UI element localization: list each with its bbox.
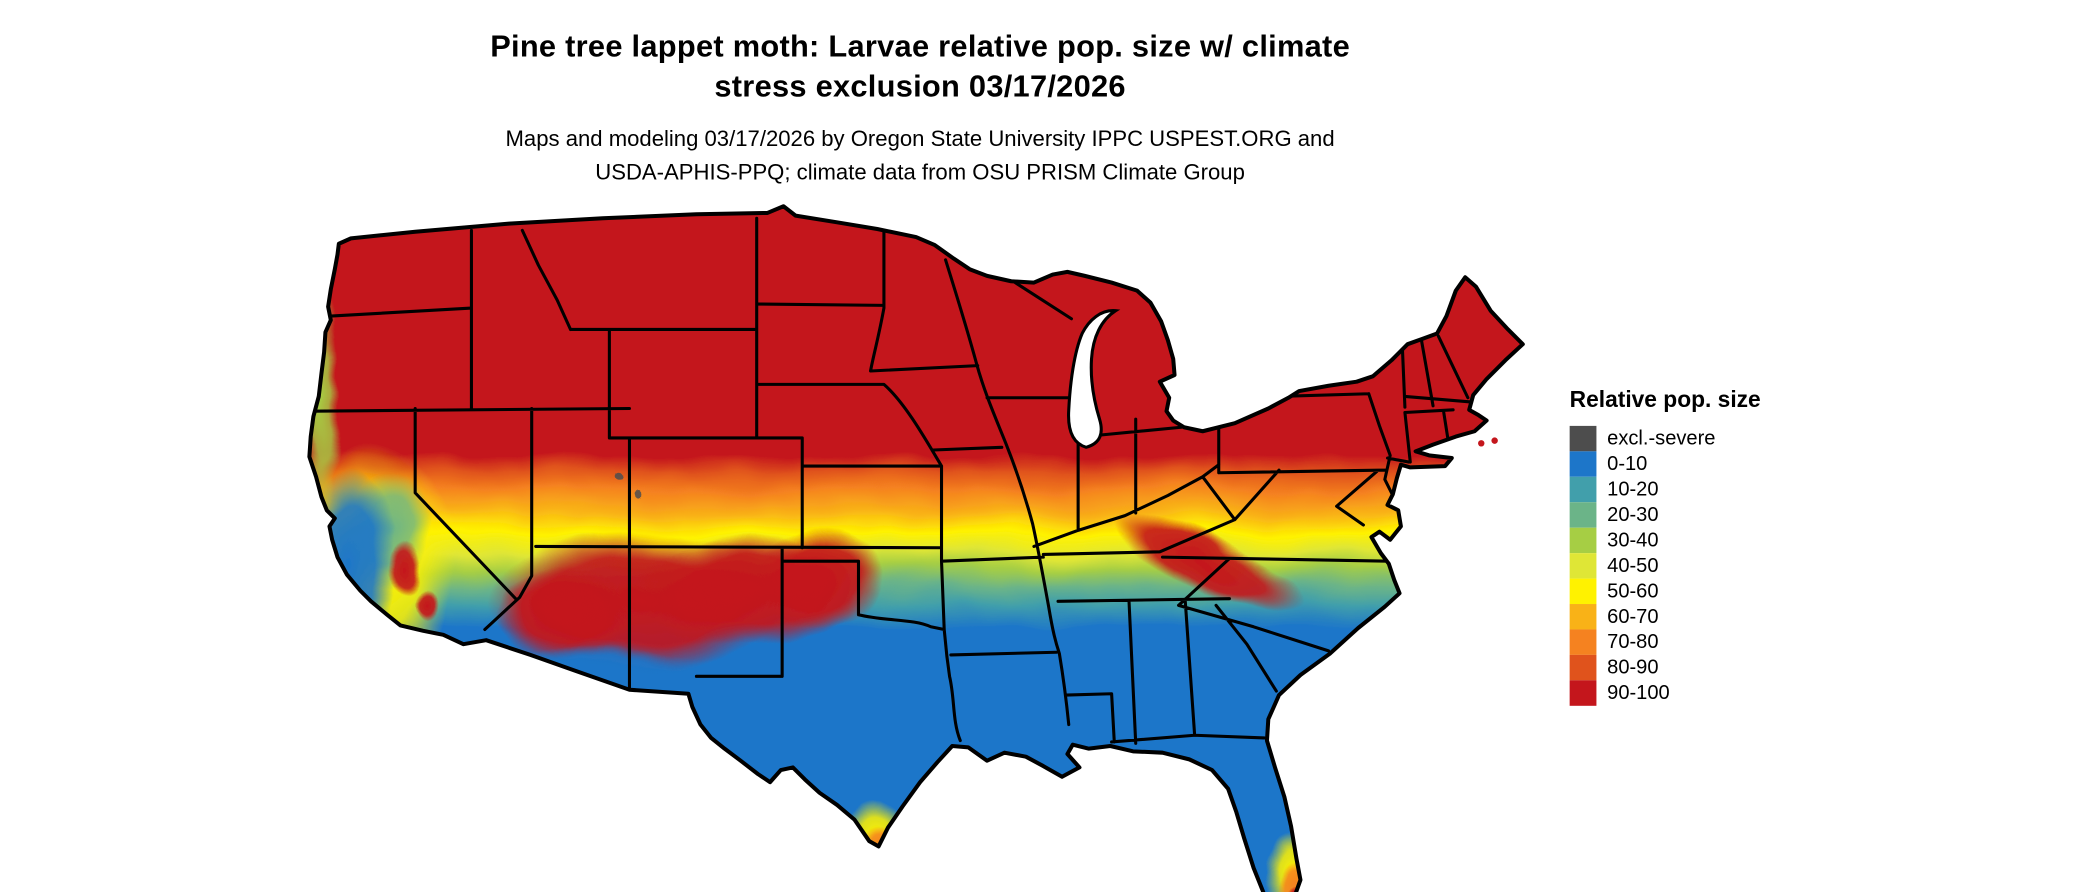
legend-swatch-80-90 bbox=[1569, 654, 1597, 681]
legend-swatch-30-40 bbox=[1569, 527, 1597, 554]
legend-label: 10-20 bbox=[1607, 478, 1659, 501]
page-subtitle-line2: USDA-APHIS-PPQ; climate data from OSU PR… bbox=[595, 160, 1245, 185]
legend-label: 90-100 bbox=[1607, 681, 1670, 705]
state-borders-layer bbox=[310, 216, 1471, 745]
legend-item: 80-90 bbox=[1569, 654, 1761, 681]
legend-label: 70-80 bbox=[1607, 630, 1659, 654]
legend-swatch-excl-severe bbox=[1569, 425, 1597, 452]
legend-label: excl.-severe bbox=[1607, 427, 1716, 451]
appalachian-red-zone bbox=[1110, 511, 1306, 614]
legend-swatch-40-50 bbox=[1569, 553, 1597, 579]
legend-label: 20-30 bbox=[1607, 503, 1659, 527]
legend-swatch-60-70 bbox=[1569, 604, 1597, 630]
legend-swatch-90-100 bbox=[1569, 680, 1597, 706]
us-outline bbox=[307, 204, 1525, 892]
legend-item: 10-20 bbox=[1569, 476, 1761, 503]
legend-swatch-10-20 bbox=[1569, 476, 1597, 503]
legend-label: 40-50 bbox=[1607, 554, 1659, 578]
legend-swatch-70-80 bbox=[1569, 629, 1597, 655]
color-field bbox=[309, 206, 1523, 892]
legend-item: 40-50 bbox=[1569, 553, 1761, 579]
legend-label: 0-10 bbox=[1607, 452, 1648, 476]
legend-label: 50-60 bbox=[1607, 579, 1659, 603]
legend-item: 70-80 bbox=[1569, 629, 1761, 655]
page-subtitle: Maps and modeling 03/17/2026 by Oregon S… bbox=[0, 123, 1840, 190]
legend-swatch-20-30 bbox=[1569, 502, 1597, 528]
legend-item: 60-70 bbox=[1569, 604, 1761, 630]
legend-item: 20-30 bbox=[1569, 502, 1761, 528]
legend-label: 30-40 bbox=[1607, 529, 1659, 552]
lake-michigan bbox=[1067, 309, 1121, 449]
legend-swatch-50-60 bbox=[1569, 578, 1597, 605]
legend-swatch-0-10 bbox=[1569, 451, 1597, 477]
massachusetts-islands-dots bbox=[1478, 437, 1498, 447]
legend-item: 50-60 bbox=[1569, 578, 1761, 605]
page-title: Pine tree lappet moth: Larvae relative p… bbox=[0, 25, 1840, 105]
excluded-speck bbox=[614, 472, 623, 481]
legend-item: excl.-severe bbox=[1569, 425, 1761, 452]
legend-title: Relative pop. size bbox=[1569, 387, 1761, 413]
legend: Relative pop. size excl.-severe 0-10 10-… bbox=[1569, 387, 1761, 706]
legend-item: 0-10 bbox=[1569, 451, 1761, 477]
legend-label: 80-90 bbox=[1607, 656, 1659, 680]
page-subtitle-line1: Maps and modeling 03/17/2026 by Oregon S… bbox=[505, 127, 1335, 152]
legend-item: 30-40 bbox=[1569, 527, 1761, 554]
legend-item: 90-100 bbox=[1569, 680, 1761, 706]
legend-label: 60-70 bbox=[1607, 605, 1659, 629]
page-title-line2: stress exclusion 03/17/2026 bbox=[714, 68, 1126, 104]
page-title-line1: Pine tree lappet moth: Larvae relative p… bbox=[490, 28, 1350, 63]
